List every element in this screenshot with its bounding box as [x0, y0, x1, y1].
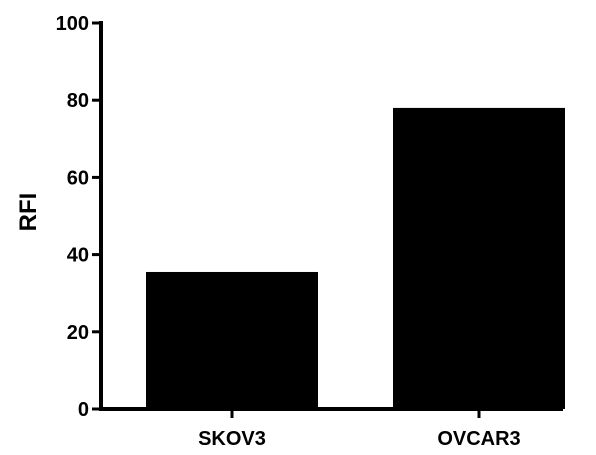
x-category-label-skov3: SKOV3	[198, 428, 266, 450]
y-tick-label: 80	[67, 90, 89, 112]
y-tick-label: 20	[67, 322, 89, 344]
y-tick-label: 0	[78, 399, 89, 421]
bar-skov3	[146, 271, 318, 409]
y-tick-label: 40	[67, 245, 89, 267]
x-category-label-ovcar3: OVCAR3	[437, 428, 520, 450]
y-tick-label: 60	[67, 167, 89, 189]
x-ticks-group: SKOV3 OVCAR3	[198, 409, 521, 450]
bar-ovcar3	[393, 107, 565, 410]
bars-group	[146, 107, 565, 410]
y-axis-title: RFI	[15, 193, 42, 232]
y-tick-label: 100	[56, 13, 89, 35]
y-ticks-group: 0 20 40 60 80 100	[56, 13, 101, 421]
